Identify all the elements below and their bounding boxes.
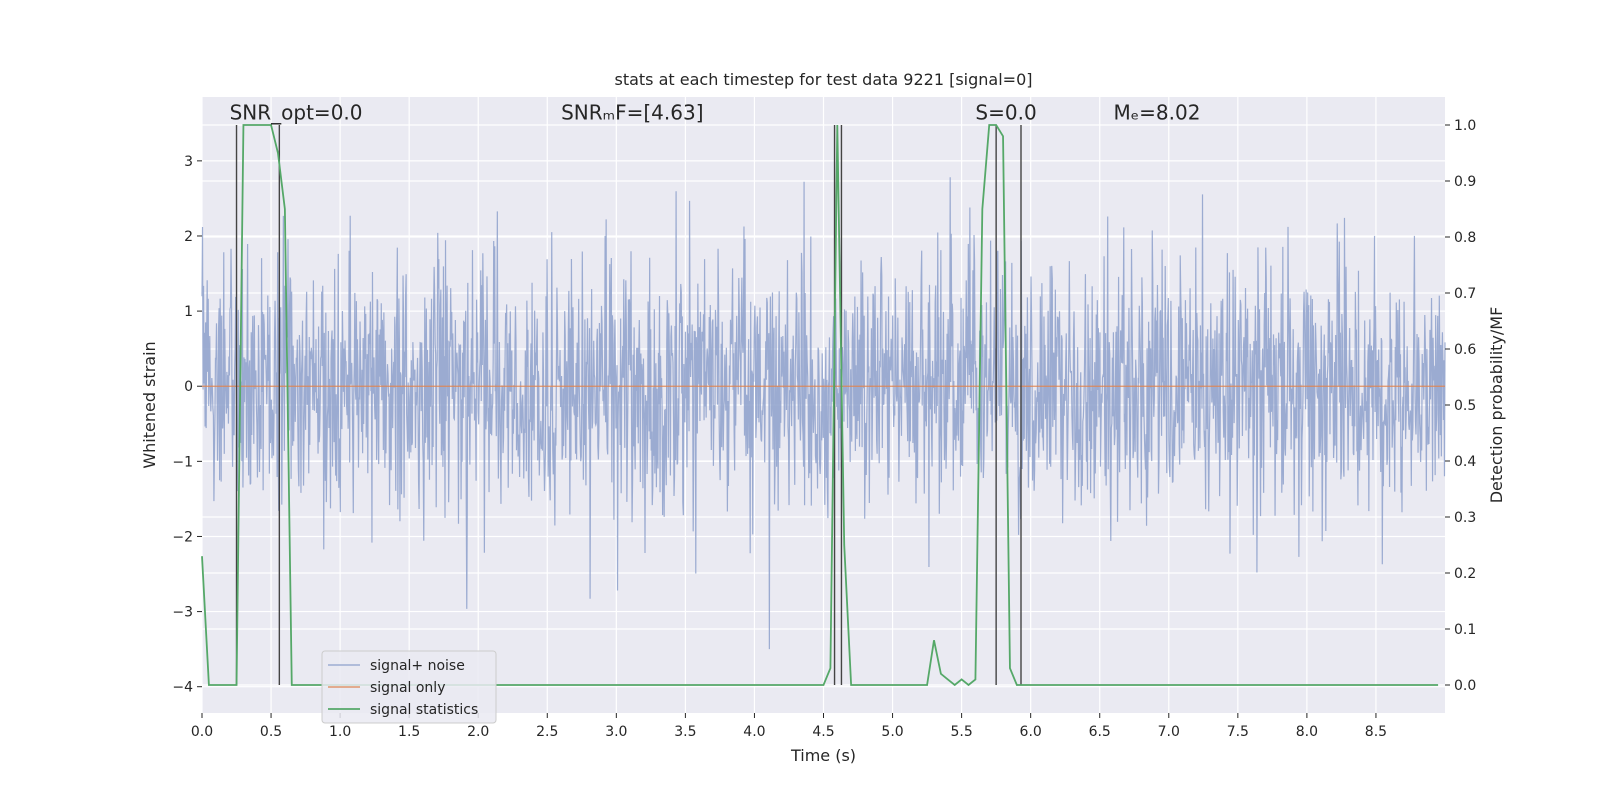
- chart-annotation: SNRₘF=[4.63]: [561, 101, 703, 125]
- y-right-tick-label: 0.3: [1454, 510, 1476, 526]
- chart-annotation: S=0.0: [975, 101, 1036, 125]
- x-tick-label: 0.5: [260, 724, 282, 740]
- legend-label: signal only: [370, 680, 445, 696]
- y-axis-right-label: Detection probability/MF: [1487, 307, 1506, 504]
- x-tick-label: 7.0: [1158, 724, 1180, 740]
- y-tick-label: −2: [172, 529, 193, 545]
- y-tick-label: 3: [184, 154, 193, 170]
- y-right-tick-label: 1.0: [1454, 118, 1476, 134]
- x-tick-label: 7.5: [1227, 724, 1249, 740]
- y-tick-label: −4: [172, 680, 193, 696]
- x-tick-label: 6.0: [1020, 724, 1042, 740]
- x-tick-label: 0.0: [191, 724, 213, 740]
- legend-box: [321, 650, 497, 724]
- x-tick-label: 1.0: [329, 724, 351, 740]
- legend-label: signal statistics: [370, 702, 478, 718]
- y-tick-label: −1: [172, 454, 193, 470]
- axes-layer: 0.0 0.5 1.0 1.5 2.0 2.5 3.0 3.5 4.0 4.5 5.0 5.5 6.0 6…: [172, 118, 1476, 740]
- x-tick-label: 5.5: [950, 724, 972, 740]
- y-right-tick-label: 0.1: [1454, 622, 1476, 638]
- signal-statistics-line: [201, 124, 1439, 687]
- x-axis-label: Time (s): [790, 746, 856, 765]
- x-tick-label: 4.5: [812, 724, 834, 740]
- y-right-tick-label: 0.2: [1454, 566, 1476, 582]
- x-tick-label: 6.5: [1089, 724, 1111, 740]
- legend: signal+ noise signal only signal statistic…: [321, 650, 497, 724]
- x-tick-label: 2.0: [467, 724, 489, 740]
- chart-annotation: Mₑ=8.02: [1114, 101, 1201, 125]
- y-tick-label: 1: [184, 304, 193, 320]
- y-right-tick-label: 0.5: [1454, 398, 1476, 414]
- x-tick-label: 5.0: [881, 724, 903, 740]
- noise-layer: [201, 177, 1446, 650]
- x-tick-label: 1.5: [398, 724, 420, 740]
- x-tick-label: 3.5: [674, 724, 696, 740]
- x-tick-label: 8.5: [1365, 724, 1387, 740]
- legend-label: signal+ noise: [370, 658, 465, 674]
- y-tick-label: −3: [172, 605, 193, 621]
- y-right-tick-label: 0.6: [1454, 342, 1476, 358]
- x-tick-label: 8.0: [1296, 724, 1318, 740]
- noise-series-line: [201, 177, 1446, 650]
- y-right-tick-label: 0.9: [1454, 174, 1476, 190]
- y-axis-label: Whitened strain: [140, 341, 159, 468]
- x-tick-label: 2.5: [536, 724, 558, 740]
- x-tick-label: 3.0: [605, 724, 627, 740]
- chart-annotation: SNR_opt=0.0: [230, 101, 363, 125]
- y-right-tick-label: 0.8: [1454, 230, 1476, 246]
- y-right-tick-label: 0.7: [1454, 286, 1476, 302]
- y-tick-label: 2: [184, 229, 193, 245]
- y-right-tick-label: 0.0: [1454, 678, 1476, 694]
- annotations-layer: SNR_opt=0.0 SNRₘF=[4.63] S=0.0 Mₑ=8.02: [230, 101, 1201, 125]
- signal-statistics-layer: [201, 124, 1439, 687]
- chart-title: stats at each timestep for test data 922…: [614, 70, 1032, 89]
- y-right-tick-label: 0.4: [1454, 454, 1476, 470]
- y-tick-label: 0: [184, 379, 193, 395]
- x-tick-label: 4.0: [743, 724, 765, 740]
